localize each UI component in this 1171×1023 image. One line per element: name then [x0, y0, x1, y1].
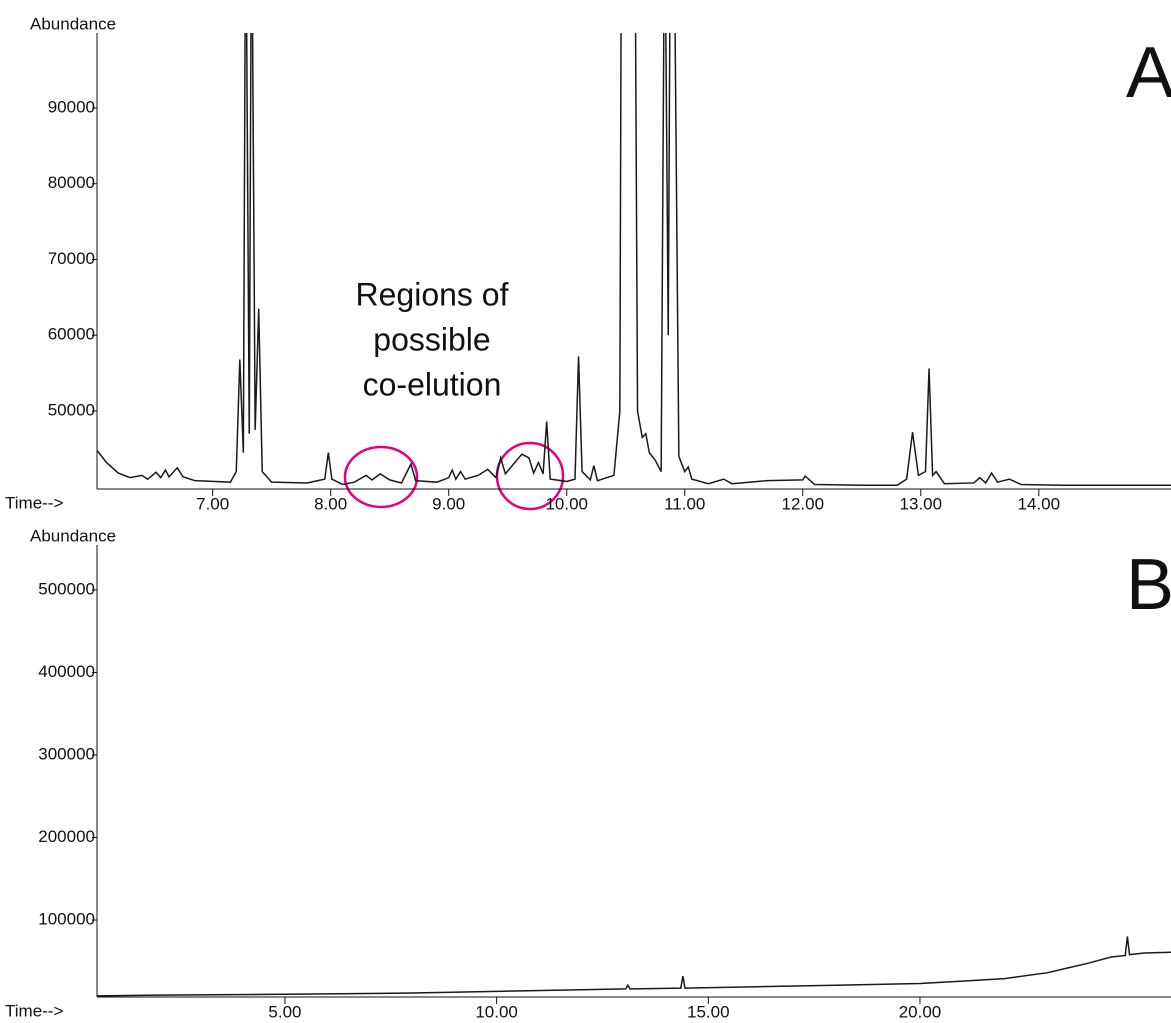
annotation: Regions of	[356, 276, 509, 312]
y-axis-label: Abundance	[30, 526, 116, 545]
y-tick-label: 70000	[48, 249, 95, 268]
y-tick-label: 500000	[38, 579, 95, 598]
y-tick-label: 80000	[48, 173, 95, 192]
y-tick-label: 90000	[48, 97, 95, 116]
annotation: co-elution	[363, 366, 502, 402]
panel-label: A	[1126, 33, 1171, 113]
annotation: possible	[373, 321, 490, 357]
y-tick-label: 400000	[38, 662, 95, 681]
y-tick-label: 50000	[48, 400, 95, 419]
x-tick-label: 15.00	[687, 1002, 730, 1021]
panel-label: B	[1126, 545, 1171, 625]
y-tick-label: 100000	[38, 910, 95, 929]
x-tick-label: 9.00	[432, 494, 465, 513]
y-tick-label: 200000	[38, 827, 95, 846]
y-tick-label: 300000	[38, 744, 95, 763]
x-tick-label: 11.00	[664, 494, 705, 513]
x-tick-label: 8.00	[314, 494, 347, 513]
x-tick-label: 13.00	[900, 494, 943, 513]
x-axis-label: Time-->	[5, 493, 63, 512]
x-tick-label: 10.00	[545, 494, 588, 513]
trace	[97, 33, 1171, 486]
x-tick-label: 10.00	[475, 1002, 518, 1021]
x-tick-label: 12.00	[781, 494, 824, 513]
y-tick-label: 60000	[48, 325, 95, 344]
coelution-circle	[343, 445, 419, 509]
x-tick-label: 5.00	[268, 1002, 301, 1021]
y-axis-label: Abundance	[30, 14, 116, 33]
trace	[97, 936, 1171, 997]
x-tick-label: 7.00	[196, 494, 229, 513]
x-tick-label: 14.00	[1018, 494, 1061, 513]
x-tick-label: 20.00	[899, 1002, 942, 1021]
x-axis-label: Time-->	[5, 1001, 63, 1020]
